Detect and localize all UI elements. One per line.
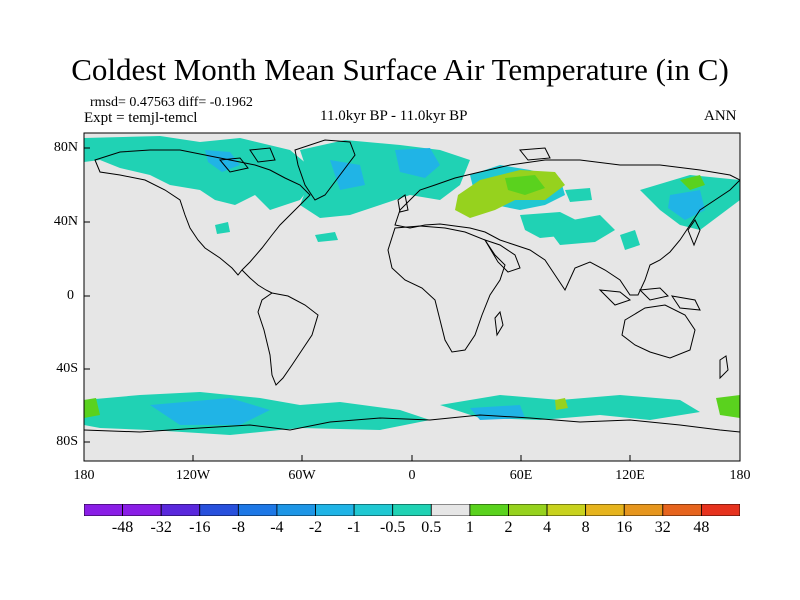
colorbar-swatch <box>585 504 625 516</box>
map-title: Coldest Month Mean Surface Air Temperatu… <box>71 52 729 87</box>
colorbar-swatch <box>430 504 471 516</box>
colorbar-label: -4 <box>270 519 284 536</box>
colorbar-swatch <box>353 504 394 516</box>
anomaly-regions <box>84 136 740 435</box>
lon-label-180w: 180 <box>73 468 95 483</box>
colorbar-swatch <box>469 504 509 516</box>
map-ticks <box>84 147 631 461</box>
colorbar-label: -32 <box>150 519 172 536</box>
colorbar-label: -2 <box>308 519 323 536</box>
season-text: ANN <box>704 108 737 124</box>
lat-label-40s: 40S <box>56 361 78 376</box>
coastlines <box>84 139 740 433</box>
lon-label-0: 0 <box>408 468 416 483</box>
colorbar-swatch <box>315 504 355 516</box>
colorbar <box>84 504 740 516</box>
rmsd-text: rmsd= 0.47563 diff= -0.1962 <box>90 95 253 110</box>
colorbar-label: 8 <box>581 519 590 536</box>
colorbar-label: -1 <box>347 519 361 536</box>
colorbar-swatch <box>392 504 432 516</box>
lat-label-40n: 40N <box>53 214 78 229</box>
colorbar-swatch <box>122 504 162 516</box>
colorbar-swatch <box>546 504 587 516</box>
lon-label-120w: 120W <box>175 468 211 483</box>
colorbar-label: 32 <box>654 519 671 536</box>
colorbar-label: 1 <box>465 519 474 536</box>
colorbar-label: -8 <box>231 519 246 536</box>
colorbar-label: -48 <box>111 519 134 536</box>
colorbar-label: 4 <box>543 519 552 536</box>
colorbar-label: 0.5 <box>421 519 442 536</box>
colorbar-swatch <box>199 504 239 516</box>
colorbar-label: 16 <box>616 519 633 536</box>
lat-label-0: 0 <box>67 288 74 303</box>
colorbar-swatch <box>662 504 702 516</box>
lon-label-60e: 60E <box>509 468 533 483</box>
colorbar-swatch <box>84 504 123 516</box>
colorbar-swatch <box>276 504 316 516</box>
colorbar-label: 2 <box>504 519 513 536</box>
colorbar-swatch <box>237 504 278 516</box>
lat-label-80s: 80S <box>56 434 78 449</box>
colorbar-swatch <box>623 504 664 516</box>
lon-label-180e: 180 <box>729 468 751 483</box>
colorbar-label: -16 <box>189 519 211 536</box>
colorbar-label: 48 <box>693 519 710 536</box>
lon-label-60w: 60W <box>288 468 316 483</box>
period-text: 11.0kyr BP - 11.0kyr BP <box>320 108 468 124</box>
colorbar-swatch <box>701 504 740 516</box>
lon-label-120e: 120E <box>615 468 645 483</box>
experiment-text: Expt = temjl-temcl <box>84 110 198 126</box>
lat-label-80n: 80N <box>53 140 78 155</box>
colorbar-label: -0.5 <box>380 519 406 536</box>
colorbar-swatch <box>160 504 201 516</box>
colorbar-swatch <box>508 504 548 516</box>
